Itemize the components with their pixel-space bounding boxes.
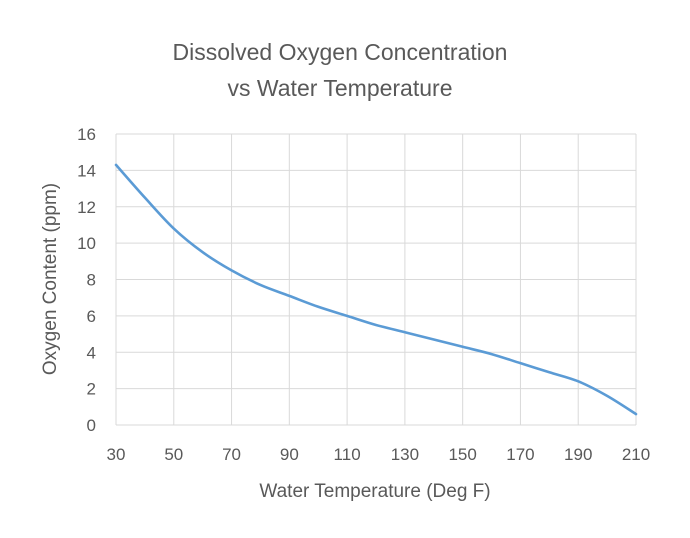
x-tick-label: 150 — [448, 445, 476, 464]
x-tick-labels: 30 50 70 90 110 130 150 170 190 210 — [107, 445, 651, 464]
chart-title-line-2: vs Water Temperature — [228, 75, 453, 101]
x-tick-label: 110 — [334, 445, 361, 464]
y-tick-label: 12 — [77, 198, 96, 217]
x-tick-label: 210 — [622, 445, 650, 464]
x-tick-label: 130 — [391, 445, 419, 464]
y-tick-labels: 0 2 4 6 8 10 12 14 16 — [77, 125, 96, 435]
x-tick-label: 30 — [107, 445, 126, 464]
x-tick-label: 190 — [564, 445, 592, 464]
y-tick-label: 0 — [87, 416, 96, 435]
y-axis-label: Oxygen Content (ppm) — [40, 183, 61, 375]
y-tick-label: 16 — [77, 125, 96, 144]
y-tick-label: 10 — [77, 234, 96, 253]
y-tick-label: 6 — [87, 307, 96, 326]
x-tick-label: 90 — [280, 445, 299, 464]
y-tick-label: 8 — [87, 271, 96, 290]
oxygen-series-line — [114, 163, 638, 416]
x-axis-label: Water Temperature (Deg F) — [259, 481, 490, 502]
chart-title-line-1: Dissolved Oxygen Concentration — [173, 39, 508, 65]
y-tick-label: 4 — [87, 343, 96, 362]
x-tick-label: 50 — [164, 445, 183, 464]
y-tick-label: 14 — [77, 161, 96, 180]
y-tick-label: 2 — [87, 380, 96, 399]
x-tick-label: 70 — [222, 445, 241, 464]
series-layer — [114, 163, 638, 416]
x-tick-label: 170 — [506, 445, 534, 464]
y-gridlines — [116, 133, 636, 426]
